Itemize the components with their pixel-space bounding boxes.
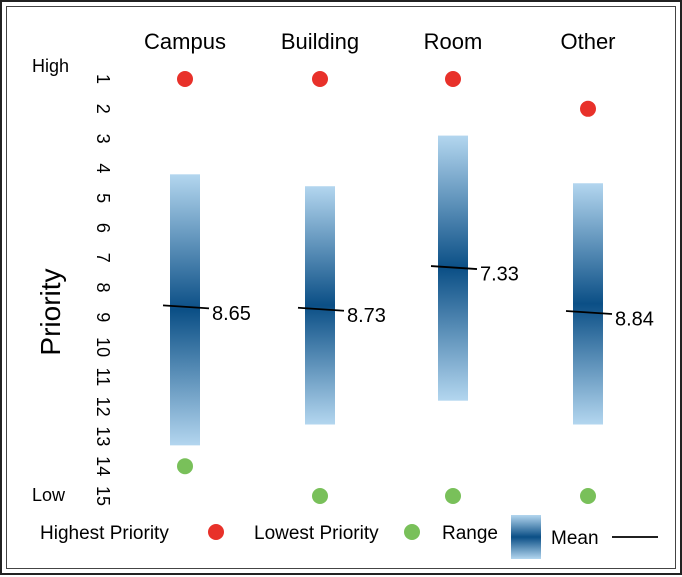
legend-label-mean: Mean — [551, 528, 599, 549]
y-tick-label: 13 — [93, 426, 113, 446]
gradient-bar-icon — [511, 515, 541, 559]
series-group: 8.84 — [565, 100, 654, 504]
mean-value-label: 7.33 — [480, 264, 519, 286]
series-group: 8.65 — [162, 71, 251, 475]
y-tick-label: 7 — [93, 253, 113, 263]
y-tick-label: 3 — [93, 134, 113, 144]
lowest-priority-dot — [312, 488, 328, 504]
mean-line — [162, 304, 210, 310]
y-tick-label: 2 — [93, 104, 113, 114]
category-label: Other — [560, 29, 615, 54]
mean-value-label: 8.84 — [615, 309, 654, 331]
y-tick-label: 8 — [93, 282, 113, 292]
y-axis-title: Priority — [35, 268, 66, 355]
green-dot-icon — [404, 524, 420, 540]
category-label: Campus — [144, 29, 226, 54]
y-top-label: High — [32, 56, 69, 76]
highest-priority-dot — [312, 71, 328, 87]
lowest-priority-dot — [445, 488, 461, 504]
chart-inner-border — [6, 6, 676, 569]
y-tick-label: 5 — [93, 193, 113, 203]
highest-priority-dot — [580, 100, 596, 117]
mean-line — [430, 265, 478, 270]
y-tick-label: 9 — [93, 312, 113, 322]
highest-priority-dot — [177, 71, 193, 87]
y-tick-label: 4 — [93, 163, 113, 173]
mean-line — [297, 306, 345, 312]
y-bottom-label: Low — [32, 485, 66, 505]
red-dot-icon — [208, 524, 224, 540]
mean-value-label: 8.65 — [212, 303, 251, 325]
y-tick-label: 12 — [93, 397, 113, 417]
range-bar — [305, 186, 335, 425]
mean-line — [565, 310, 613, 315]
category-label: Building — [281, 29, 359, 54]
legend-label-range: Range — [442, 523, 498, 544]
category-label: Room — [424, 29, 483, 54]
y-tick-label: 14 — [93, 456, 113, 476]
series-group: 7.33 — [430, 71, 519, 504]
legend-label-lowest: Lowest Priority — [254, 523, 379, 544]
mean-value-label: 8.73 — [347, 305, 386, 327]
range-bar — [573, 183, 603, 425]
lowest-priority-dot — [580, 488, 596, 504]
highest-priority-dot — [445, 71, 461, 87]
y-tick-label: 11 — [93, 368, 113, 387]
y-tick-label: 1 — [93, 74, 113, 84]
lowest-priority-dot — [177, 458, 193, 475]
series-group: 8.73 — [297, 71, 386, 504]
legend-label-highest: Highest Priority — [40, 523, 169, 544]
range-bar — [170, 174, 200, 446]
y-tick-label: 6 — [93, 223, 113, 233]
y-tick-label: 15 — [93, 486, 113, 506]
y-tick-label: 10 — [93, 337, 113, 357]
